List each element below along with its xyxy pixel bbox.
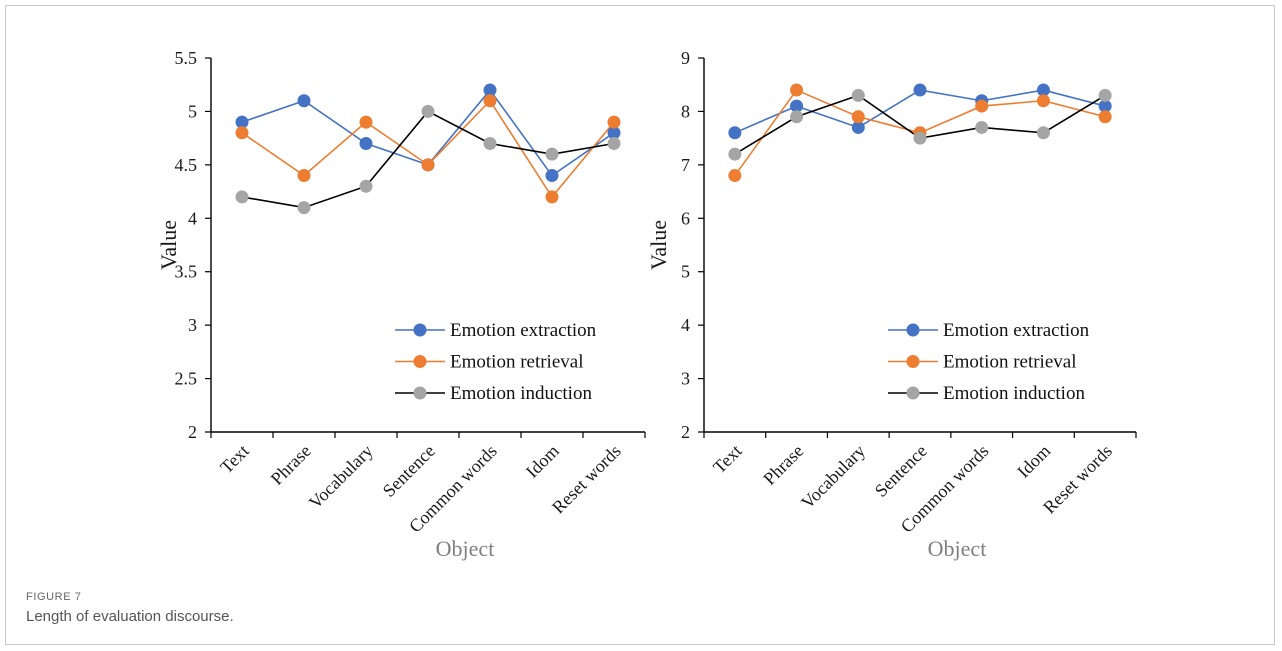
y-tick-label: 4	[681, 315, 690, 335]
y-tick-label: 5.5	[175, 48, 198, 68]
x-tick-label: Phrase	[267, 441, 315, 489]
legend-marker	[906, 323, 920, 337]
data-point	[483, 94, 497, 108]
data-point	[1036, 94, 1050, 108]
data-point	[235, 115, 249, 129]
x-tick-label: Sentence	[871, 441, 931, 501]
legend-marker	[413, 386, 427, 400]
x-tick-label: Vocabulary	[305, 441, 377, 513]
data-point	[545, 190, 559, 204]
data-point	[790, 99, 804, 113]
y-tick-label: 2	[188, 422, 197, 442]
y-tick-label: 9	[681, 48, 690, 68]
data-point	[728, 169, 742, 183]
y-tick-label: 8	[681, 101, 690, 121]
y-tick-label: 2	[681, 422, 690, 442]
data-point	[359, 179, 373, 193]
x-tick-label: Sentence	[379, 441, 439, 501]
figure-caption-block: FIGURE 7 Length of evaluation discourse.	[26, 591, 234, 625]
legend-label: Emotion retrieval	[943, 352, 1076, 373]
y-axis-label: Value	[156, 220, 181, 270]
legend-label: Emotion extraction	[943, 320, 1090, 341]
data-point	[728, 126, 742, 140]
legend-label: Emotion induction	[943, 383, 1085, 404]
x-tick-label: Text	[709, 441, 746, 478]
y-tick-label: 5	[188, 101, 197, 121]
data-point	[913, 83, 927, 97]
data-point	[297, 94, 311, 108]
data-point	[359, 136, 373, 150]
data-point	[913, 131, 927, 145]
y-tick-label: 3.5	[175, 262, 198, 282]
x-tick-label: Idom	[1013, 441, 1054, 482]
x-tick-label: Text	[216, 441, 253, 478]
data-point	[359, 115, 373, 129]
x-axis-label: Object	[928, 536, 987, 561]
data-point	[851, 120, 865, 134]
data-point	[545, 169, 559, 183]
y-tick-label: 4	[188, 208, 197, 228]
data-point	[421, 104, 435, 118]
data-point	[1098, 88, 1112, 102]
y-axis-label: Value	[646, 220, 671, 270]
data-point	[607, 136, 621, 150]
y-tick-label: 3	[681, 369, 690, 389]
data-point	[851, 110, 865, 124]
x-tick-label: Vocabulary	[797, 441, 869, 513]
data-point	[975, 99, 989, 113]
y-tick-label: 5	[681, 262, 690, 282]
legend-marker	[413, 355, 427, 368]
data-point	[545, 147, 559, 161]
figure-caption: Length of evaluation discourse.	[26, 608, 234, 625]
data-point	[790, 83, 804, 97]
y-tick-label: 4.5	[175, 155, 198, 175]
data-point	[1098, 99, 1112, 113]
data-point	[235, 126, 249, 140]
legend-marker	[413, 323, 427, 337]
legend-marker	[906, 355, 920, 368]
y-tick-label: 3	[188, 315, 197, 335]
data-point	[235, 190, 249, 204]
x-axis-label: Object	[436, 536, 495, 561]
data-point	[1098, 110, 1112, 124]
data-point	[975, 120, 989, 134]
x-tick-label: Phrase	[759, 441, 807, 489]
figure-label: FIGURE 7	[26, 591, 82, 603]
figure-frame	[5, 5, 1275, 645]
legend-label: Emotion retrieval	[450, 352, 583, 373]
y-tick-label: 6	[681, 208, 690, 228]
data-point	[1036, 83, 1050, 97]
data-point	[297, 201, 311, 215]
data-point	[297, 169, 311, 183]
data-point	[483, 136, 497, 150]
x-tick-label: Idom	[522, 441, 563, 482]
data-point	[790, 110, 804, 124]
y-tick-label: 2.5	[175, 369, 198, 389]
data-point	[421, 158, 435, 172]
data-point	[483, 83, 497, 97]
y-tick-label: 7	[681, 155, 690, 175]
legend-marker	[906, 386, 920, 400]
data-point	[851, 88, 865, 102]
data-point	[607, 115, 621, 129]
legend-label: Emotion extraction	[450, 320, 597, 341]
legend-label: Emotion induction	[450, 383, 592, 404]
data-point	[607, 126, 621, 140]
data-point	[728, 147, 742, 161]
data-point	[1036, 126, 1050, 140]
